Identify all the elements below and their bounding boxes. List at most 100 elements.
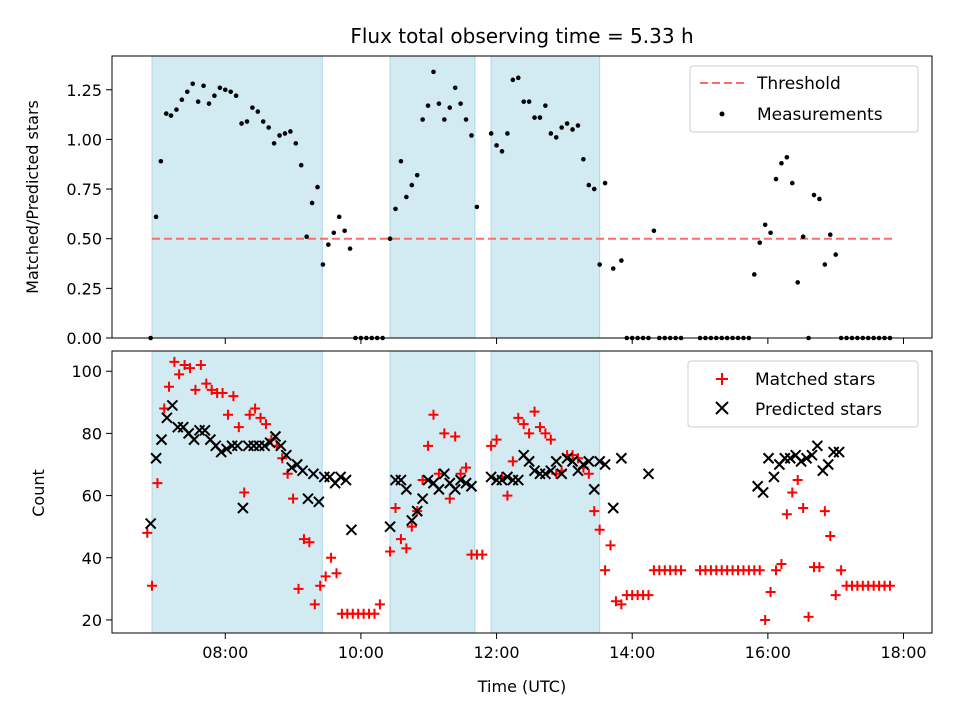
predicted-point <box>795 455 807 468</box>
predicted-point <box>237 502 249 514</box>
matched-point <box>803 611 814 622</box>
matched-point <box>250 403 261 414</box>
predicted-point <box>231 440 244 452</box>
legend-threshold-label: Threshold <box>756 74 841 94</box>
matched-point <box>142 527 153 538</box>
matched-point <box>190 384 201 395</box>
measurement-point <box>532 115 537 120</box>
measurement-point <box>233 93 239 99</box>
measurement-point <box>610 266 616 271</box>
y-tick-label: 1.00 <box>66 130 102 149</box>
legend-matched-swatch <box>716 373 728 385</box>
matched-point <box>814 562 825 573</box>
matched-point <box>385 546 396 557</box>
matched-point <box>395 534 406 545</box>
matched-point <box>792 475 803 486</box>
matched-point <box>152 478 163 489</box>
measurement-point <box>822 262 828 267</box>
measurement-point <box>244 119 250 124</box>
matched-point <box>540 428 551 439</box>
measurement-point <box>201 83 206 89</box>
measurement-point <box>570 127 575 132</box>
count-y-ticks: 20 40 60 80 100 <box>71 362 112 630</box>
predicted-point <box>833 446 845 458</box>
predicted-point <box>561 452 573 464</box>
measurement-point <box>239 121 244 126</box>
observing-window <box>151 55 323 339</box>
matched-point <box>798 503 809 514</box>
matched-point <box>825 530 836 541</box>
predicted-point <box>258 440 271 452</box>
measurement-point <box>586 182 592 188</box>
matched-point <box>201 378 212 389</box>
measurement-point <box>800 234 806 240</box>
measurement-point <box>190 81 196 87</box>
predicted-point <box>496 474 508 486</box>
matched-point <box>765 586 776 597</box>
predicted-point <box>566 455 579 468</box>
matched-point <box>309 599 320 610</box>
ratio-legend: Threshold Measurements <box>689 65 919 133</box>
measurement-point <box>420 117 425 122</box>
measurement-point <box>184 89 190 95</box>
y-tick-label: 0.50 <box>66 230 102 249</box>
y-tick-label: 80 <box>82 424 102 443</box>
measurement-point <box>250 105 255 110</box>
measurement-point <box>442 117 447 122</box>
measurement-point <box>651 228 657 234</box>
predicted-point <box>501 471 514 483</box>
predicted-point <box>806 449 818 461</box>
matched-point <box>433 468 444 479</box>
matched-point <box>477 549 488 560</box>
measurement-point <box>757 240 763 245</box>
predicted-points <box>144 399 845 536</box>
matched-point <box>174 369 185 380</box>
measurement-point <box>548 131 554 136</box>
matched-point <box>884 580 895 591</box>
measurement-point <box>537 115 543 120</box>
measurement-point <box>282 131 288 136</box>
predicted-point <box>345 524 358 536</box>
count-panel-frame <box>111 350 933 634</box>
predicted-point <box>269 430 282 443</box>
matched-point <box>390 503 401 514</box>
predicted-point <box>593 455 606 468</box>
measurement-point <box>751 272 757 277</box>
matched-point <box>206 384 217 395</box>
observing-window <box>490 55 601 339</box>
matched-point <box>836 565 847 576</box>
x-tick-label: 10:00 <box>338 643 384 662</box>
matched-point <box>461 462 472 473</box>
predicted-point <box>416 492 429 505</box>
count-x-ticks: 08:00 10:00 12:00 14:00 16:00 18:00 <box>202 633 927 662</box>
matched-point <box>616 599 627 610</box>
ratio-y-ticks: 0.00 0.25 0.50 0.75 1.00 1.25 <box>66 81 112 348</box>
measurement-point <box>447 105 453 110</box>
predicted-point <box>275 440 287 452</box>
measurement-point <box>271 141 277 146</box>
matched-point <box>222 409 233 420</box>
predicted-point <box>400 483 413 496</box>
matched-point <box>298 534 309 545</box>
measurement-point <box>817 196 822 202</box>
matched-point <box>594 524 605 535</box>
matched-point <box>288 493 299 504</box>
measurement-point <box>564 121 570 126</box>
measurement-point <box>559 125 564 130</box>
y-tick-label: 1.25 <box>66 81 102 100</box>
matched-point <box>260 419 271 430</box>
predicted-point <box>642 468 655 480</box>
observing-windows-bottom <box>151 350 601 634</box>
measurement-point <box>179 97 185 102</box>
matched-point <box>163 381 174 392</box>
matched-point <box>159 403 170 414</box>
measurement-point <box>488 131 494 136</box>
measurement-point <box>217 85 223 91</box>
predicted-point <box>523 455 535 468</box>
predicted-point <box>800 452 813 464</box>
predicted-point <box>188 433 200 446</box>
measurement-point <box>494 143 499 148</box>
predicted-point <box>583 455 595 468</box>
predicted-point <box>607 502 619 514</box>
predicted-point <box>340 474 352 486</box>
